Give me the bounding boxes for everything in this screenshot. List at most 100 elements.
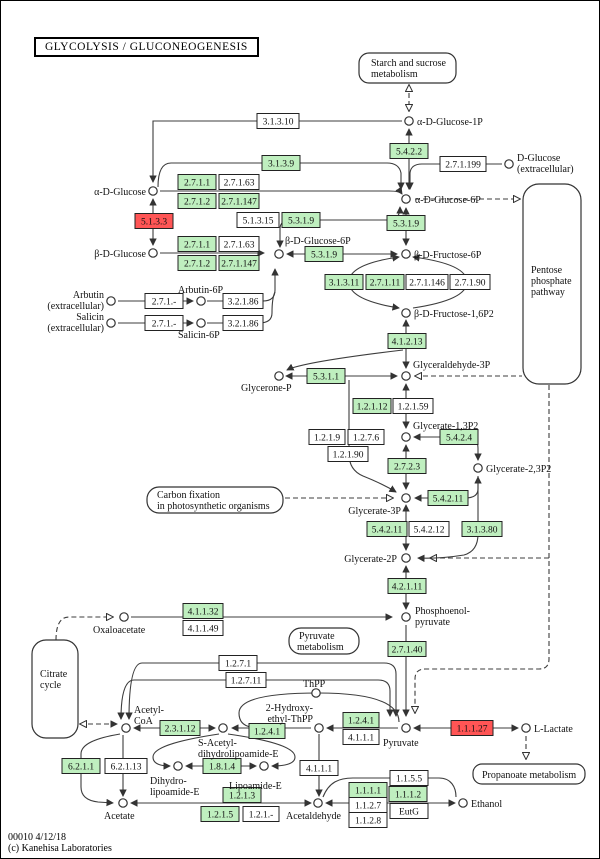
enzyme-box-5-3-1-9[interactable]: 5.3.1.9 — [304, 246, 344, 262]
enzyme-box-shape[interactable] — [218, 193, 260, 209]
enzyme-box-1-2-1-3[interactable]: 1.2.1.3 — [222, 787, 262, 803]
enzyme-box-shape[interactable] — [144, 315, 184, 331]
metabolite-node-s-acetyl[interactable] — [218, 723, 228, 733]
metabolite-node-acetaldehyde[interactable] — [313, 798, 323, 808]
metabolite-node-thpp[interactable] — [311, 688, 321, 698]
metabolite-node-d-fructose-1-6p2[interactable] — [401, 308, 411, 318]
pathway-box-shape[interactable] — [522, 183, 582, 385]
enzyme-box-1-2-7-6[interactable]: 1.2.7.6 — [347, 429, 385, 445]
enzyme-box-1-2-4-1[interactable]: 1.2.4.1 — [248, 723, 286, 739]
enzyme-box-2-7-1-90[interactable]: 2.7.1.90 — [449, 274, 491, 290]
metabolite-node-ethanol[interactable] — [458, 798, 468, 808]
enzyme-box-shape[interactable] — [200, 806, 240, 822]
enzyme-box-shape[interactable] — [177, 236, 217, 252]
enzyme-box-shape[interactable] — [177, 174, 217, 190]
enzyme-box-1-2-7-1[interactable]: 1.2.7.1 — [218, 655, 258, 671]
enzyme-box-shape[interactable] — [348, 812, 388, 828]
enzyme-box-1-2-4-1[interactable]: 1.2.4.1 — [342, 712, 380, 728]
enzyme-box-2-7-2-3[interactable]: 2.7.2.3 — [387, 458, 427, 474]
enzyme-box-1-2-1-12[interactable]: 1.2.1.12 — [352, 398, 392, 414]
enzyme-box-shape[interactable] — [408, 521, 450, 537]
enzyme-box-shape[interactable] — [218, 174, 260, 190]
enzyme-box-2-7-1-2[interactable]: 2.7.1.2 — [177, 193, 217, 209]
enzyme-box-2-7-1[interactable]: 2.7.1.- — [144, 293, 184, 309]
enzyme-box-2-7-1-1[interactable]: 2.7.1.1 — [177, 236, 217, 252]
metabolite-node-lipoamide-e[interactable] — [259, 761, 269, 771]
metabolite-node-d-glucose[interactable] — [504, 159, 514, 169]
enzyme-box-shape[interactable] — [387, 641, 427, 657]
enzyme-box-shape[interactable] — [366, 521, 408, 537]
enzyme-box-shape[interactable] — [248, 723, 286, 739]
enzyme-box-shape[interactable] — [256, 113, 300, 129]
enzyme-box-1-2-1-90[interactable]: 1.2.1.90 — [327, 446, 369, 462]
enzyme-box-shape[interactable] — [388, 786, 428, 802]
enzyme-box-1-1-1-1[interactable]: 1.1.1.1 — [348, 782, 388, 798]
enzyme-box-2-7-1-1[interactable]: 2.7.1.1 — [177, 174, 217, 190]
enzyme-box-shape[interactable] — [281, 212, 321, 228]
enzyme-box-shape[interactable] — [222, 787, 262, 803]
enzyme-box-1-8-1-4[interactable]: 1.8.1.4 — [202, 758, 242, 774]
enzyme-box-shape[interactable] — [144, 293, 184, 309]
metabolite-node-phosphoenol[interactable] — [401, 612, 411, 622]
enzyme-box-1-1-2-8[interactable]: 1.1.2.8 — [348, 812, 388, 828]
enzyme-box-3-1-3-9[interactable]: 3.1.3.9 — [261, 155, 301, 171]
enzyme-box-shape[interactable] — [104, 758, 148, 774]
enzyme-box-shape[interactable] — [218, 255, 260, 271]
enzyme-box-shape[interactable] — [392, 398, 434, 414]
metabolite-node-d-glucose-6p[interactable] — [401, 194, 411, 204]
metabolite-node-d-glucose-1p[interactable] — [404, 116, 414, 126]
enzyme-box-shape[interactable] — [222, 293, 264, 309]
enzyme-box-shape[interactable] — [342, 729, 380, 745]
enzyme-box-shape[interactable] — [308, 429, 346, 445]
enzyme-box-shape[interactable] — [225, 672, 267, 688]
enzyme-box-2-7-1-63[interactable]: 2.7.1.63 — [218, 236, 260, 252]
metabolite-node-d-glucose[interactable] — [148, 248, 158, 258]
enzyme-box-shape[interactable] — [304, 246, 344, 262]
metabolite-node-d-glucose[interactable] — [148, 186, 158, 196]
enzyme-box-4-1-1-49[interactable]: 4.1.1.49 — [182, 620, 224, 636]
enzyme-box-5-1-3-15[interactable]: 5.1.3.15 — [236, 212, 280, 228]
enzyme-box-2-7-1-63[interactable]: 2.7.1.63 — [218, 174, 260, 190]
enzyme-box-5-4-2-4[interactable]: 5.4.2.4 — [439, 429, 479, 445]
enzyme-box-3-1-3-11[interactable]: 3.1.3.11 — [324, 274, 364, 290]
enzyme-box-shape[interactable] — [177, 193, 217, 209]
enzyme-box-shape[interactable] — [387, 578, 427, 594]
enzyme-box-6-2-1-13[interactable]: 6.2.1.13 — [104, 758, 148, 774]
enzyme-box-2-3-1-12[interactable]: 2.3.1.12 — [159, 720, 201, 736]
enzyme-box-shape[interactable] — [389, 770, 429, 786]
enzyme-box-shape[interactable] — [389, 143, 429, 159]
enzyme-box-shape[interactable] — [427, 490, 469, 506]
enzyme-box-5-4-2-11[interactable]: 5.4.2.11 — [427, 490, 469, 506]
enzyme-box-2-7-1[interactable]: 2.7.1.- — [144, 315, 184, 331]
metabolite-node-glycerone-p[interactable] — [274, 371, 284, 381]
enzyme-box-2-7-1-147[interactable]: 2.7.1.147 — [218, 255, 260, 271]
metabolite-node-dihydro[interactable] — [173, 761, 183, 771]
enzyme-box-shape[interactable] — [405, 274, 449, 290]
enzyme-box-shape[interactable] — [261, 155, 301, 171]
enzyme-box-shape[interactable] — [242, 806, 280, 822]
metabolite-node-glycerate-2-3p2[interactable] — [473, 463, 483, 473]
enzyme-box-4-1-1-1[interactable]: 4.1.1.1 — [342, 729, 380, 745]
pathway-box-shape[interactable] — [146, 486, 284, 514]
enzyme-box-shape[interactable] — [218, 655, 258, 671]
enzyme-box-3-2-1-86[interactable]: 3.2.1.86 — [222, 315, 264, 331]
enzyme-box-shape[interactable] — [449, 274, 491, 290]
enzyme-box-5-1-3-3[interactable]: 5.1.3.3 — [134, 213, 174, 229]
enzyme-box-shape[interactable] — [299, 760, 339, 776]
enzyme-box-1-2-1-5[interactable]: 1.2.1.5 — [200, 806, 240, 822]
enzyme-box-shape[interactable] — [342, 712, 380, 728]
enzyme-box-5-3-1-9[interactable]: 5.3.1.9 — [386, 215, 426, 231]
enzyme-box-1-1-5-5[interactable]: 1.1.5.5 — [389, 770, 429, 786]
metabolite-node-glycerate-2p[interactable] — [401, 553, 411, 563]
pathway-box-propanoate-metabolism[interactable]: Propanoate metabolism — [472, 763, 586, 785]
enzyme-box-shape[interactable] — [347, 429, 385, 445]
enzyme-box-eutg[interactable]: EutG — [389, 803, 429, 819]
enzyme-box-1-1-2-7[interactable]: 1.1.2.7 — [348, 797, 388, 813]
enzyme-box-1-1-1-2[interactable]: 1.1.1.2 — [388, 786, 428, 802]
enzyme-box-shape[interactable] — [386, 215, 426, 231]
enzyme-box-shape[interactable] — [177, 255, 217, 271]
enzyme-box-4-1-1-1[interactable]: 4.1.1.1 — [299, 760, 339, 776]
